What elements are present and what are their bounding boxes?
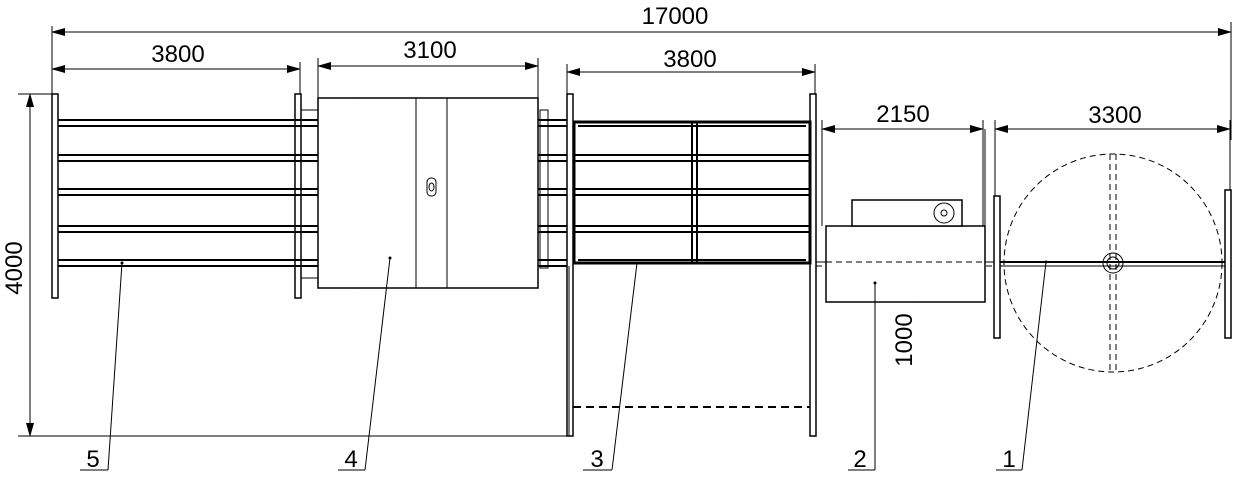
callout-2: 2	[848, 283, 876, 473]
callout-4: 4	[338, 257, 391, 473]
callout-4-label: 4	[344, 446, 357, 473]
callout-3-label: 3	[590, 446, 603, 473]
dimension-section1: 3300	[994, 102, 1231, 196]
section-1-wheel	[993, 153, 1232, 373]
section-5-rack	[51, 93, 318, 299]
connector-rails	[538, 109, 567, 269]
callout-5-label: 5	[86, 446, 99, 473]
dimension-height-overall-label: 4000	[1, 241, 28, 294]
section-4-box	[317, 97, 539, 289]
dimension-section1-label: 3300	[1088, 102, 1141, 129]
callout-2-label: 2	[853, 446, 866, 473]
callout-1: 1	[996, 261, 1047, 473]
dimension-section3: 3800	[566, 46, 816, 94]
section-2-drive	[816, 129, 995, 303]
dimension-section4-label: 3100	[403, 37, 456, 64]
dimension-section2: 2150	[821, 101, 984, 262]
callout-3: 3	[583, 261, 639, 473]
dimension-height-section2-label: 1000	[891, 313, 918, 366]
callout-1-label: 1	[1002, 446, 1015, 473]
callout-5: 5	[80, 261, 124, 473]
section-3-frame	[566, 93, 817, 437]
dimension-section3-label: 3800	[663, 46, 716, 73]
dimension-section5-label: 3800	[151, 41, 204, 68]
dimension-total-label: 17000	[642, 3, 709, 30]
dimension-section4: 3100	[317, 37, 539, 98]
dimension-section2-label: 2150	[876, 101, 929, 128]
dimension-section5: 3800	[51, 41, 301, 94]
dimension-total: 17000	[51, 3, 1232, 140]
dimension-height-section2: 1000	[891, 225, 922, 367]
